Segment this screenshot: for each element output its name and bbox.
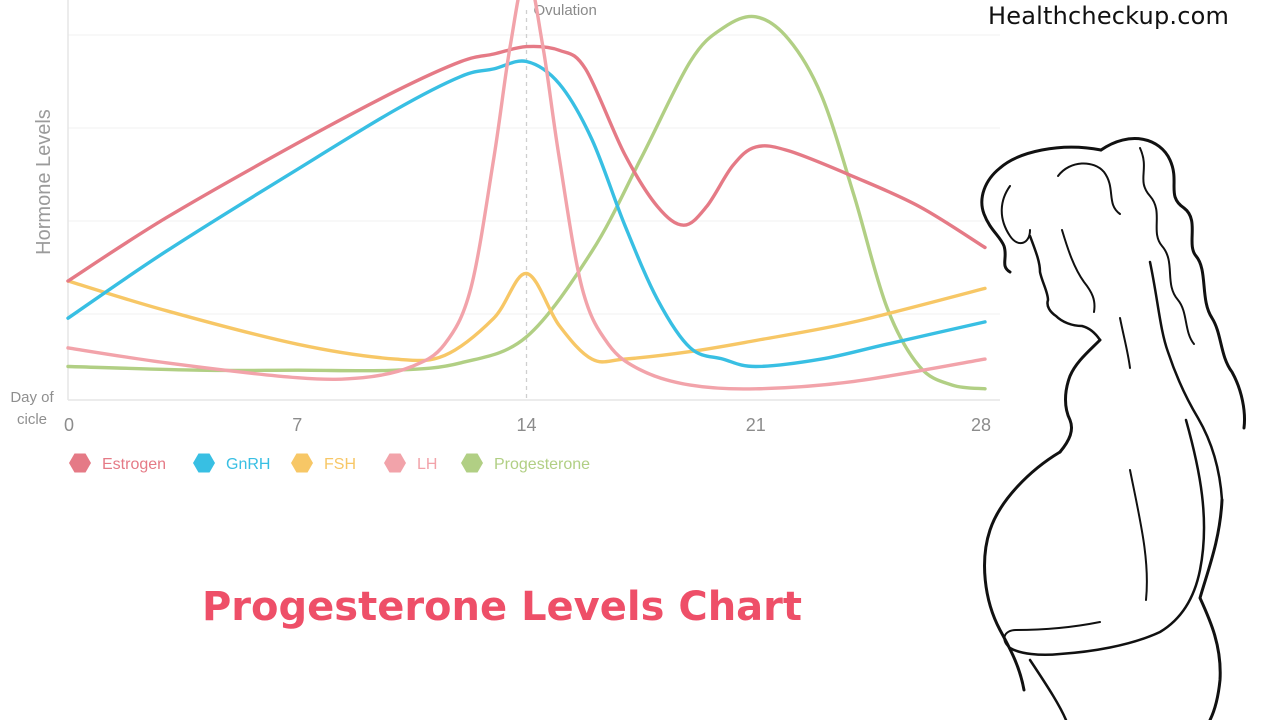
legend-marker-progesterone (461, 453, 483, 473)
series-line-gnrh (66, 59, 987, 369)
x-tick-labels: 0 7 14 21 28 (64, 415, 991, 435)
x-tick-label: 21 (746, 415, 766, 435)
ovulation-annotation: Ovulation (534, 2, 597, 19)
y-axis-label: Hormone Levels (33, 109, 55, 255)
legend-marker-estrogen (69, 453, 91, 473)
x-tick-label: 7 (292, 415, 302, 435)
legend-label-progesterone: Progesterone (494, 456, 590, 473)
series-line-fsh (66, 271, 987, 364)
legend-marker-gnrh (193, 453, 215, 473)
x-tick-label: 14 (516, 415, 536, 435)
legend-label-gnrh: GnRH (226, 456, 270, 473)
legend: Estrogen GnRH FSH LH Progesterone (69, 453, 590, 473)
x-tick-label: 28 (971, 415, 991, 435)
series-lines (66, 0, 987, 391)
page-headline: Progesterone Levels Chart (201, 584, 803, 630)
annotations: Ovulation (525, 2, 597, 400)
series-line-progesterone (66, 14, 987, 391)
x-axis-label: Day of cicle (10, 389, 54, 428)
legend-marker-fsh (291, 453, 313, 473)
legend-label-estrogen: Estrogen (102, 456, 166, 473)
legend-marker-lh (384, 453, 406, 473)
series-line-estrogen (66, 44, 987, 283)
x-tick-label: 0 (64, 415, 74, 435)
legend-label-lh: LH (417, 456, 437, 473)
site-brand: Healthcheckup.com (988, 2, 1230, 30)
gridlines (68, 34, 1000, 315)
hormone-chart: Ovulation 0 7 14 21 28 Hormone Levels Day of… (10, 0, 1000, 473)
legend-label-fsh: FSH (324, 456, 356, 473)
series-line-lh (66, 0, 987, 391)
